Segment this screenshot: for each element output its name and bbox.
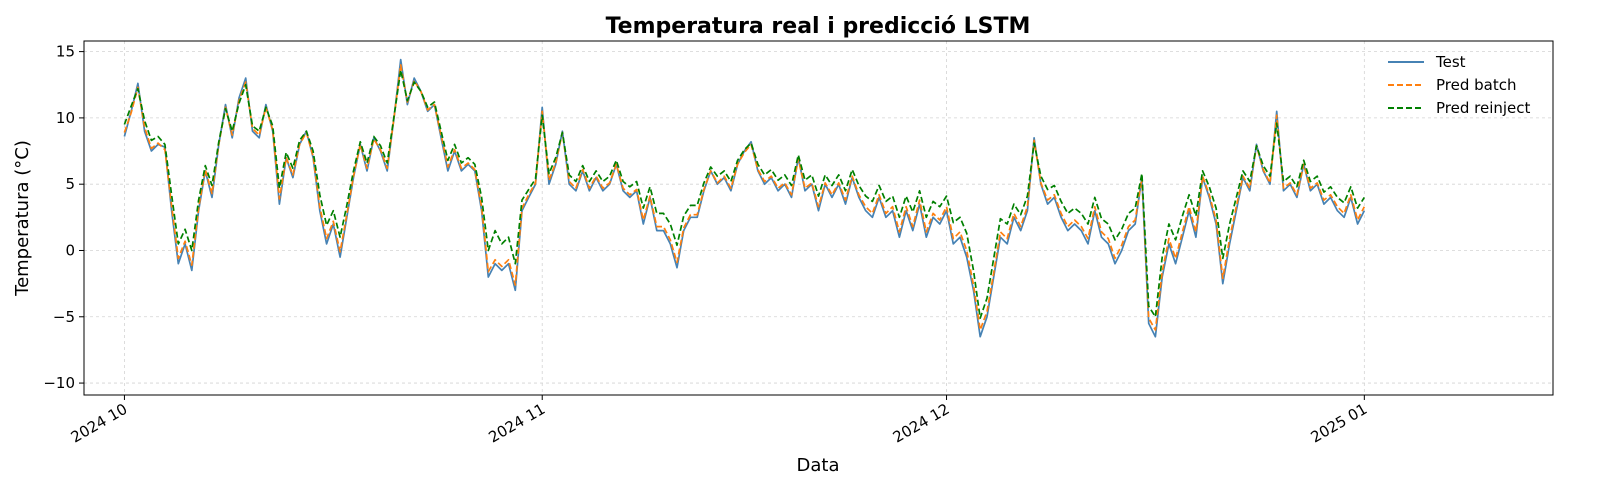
legend-label: Pred batch xyxy=(1436,76,1517,94)
y-tick-label: 5 xyxy=(65,175,75,193)
y-tick-label: 0 xyxy=(65,241,75,259)
y-tick-label: 10 xyxy=(56,109,75,127)
y-axis-label: Temperatura (°C) xyxy=(12,140,33,297)
series-layer xyxy=(123,58,1366,338)
legend-label: Pred reinject xyxy=(1436,99,1531,117)
legend-label: Test xyxy=(1435,53,1466,71)
y-axis: −10 −5 0 5 10 15 xyxy=(43,43,84,392)
plot-frame xyxy=(83,40,1554,396)
series-line-pred-batch xyxy=(123,64,1366,331)
y-tick-label: 15 xyxy=(56,43,75,61)
x-axis-label: Data xyxy=(797,455,840,476)
chart-title: Temperatura real i predicció LSTM xyxy=(606,14,1031,39)
legend: Test Pred batch Pred reinject xyxy=(1388,53,1531,117)
series-line-pred-reinject xyxy=(123,69,1366,319)
y-tick-label: −5 xyxy=(53,308,75,326)
y-tick-label: −10 xyxy=(43,374,75,392)
series-line-test xyxy=(123,58,1366,338)
